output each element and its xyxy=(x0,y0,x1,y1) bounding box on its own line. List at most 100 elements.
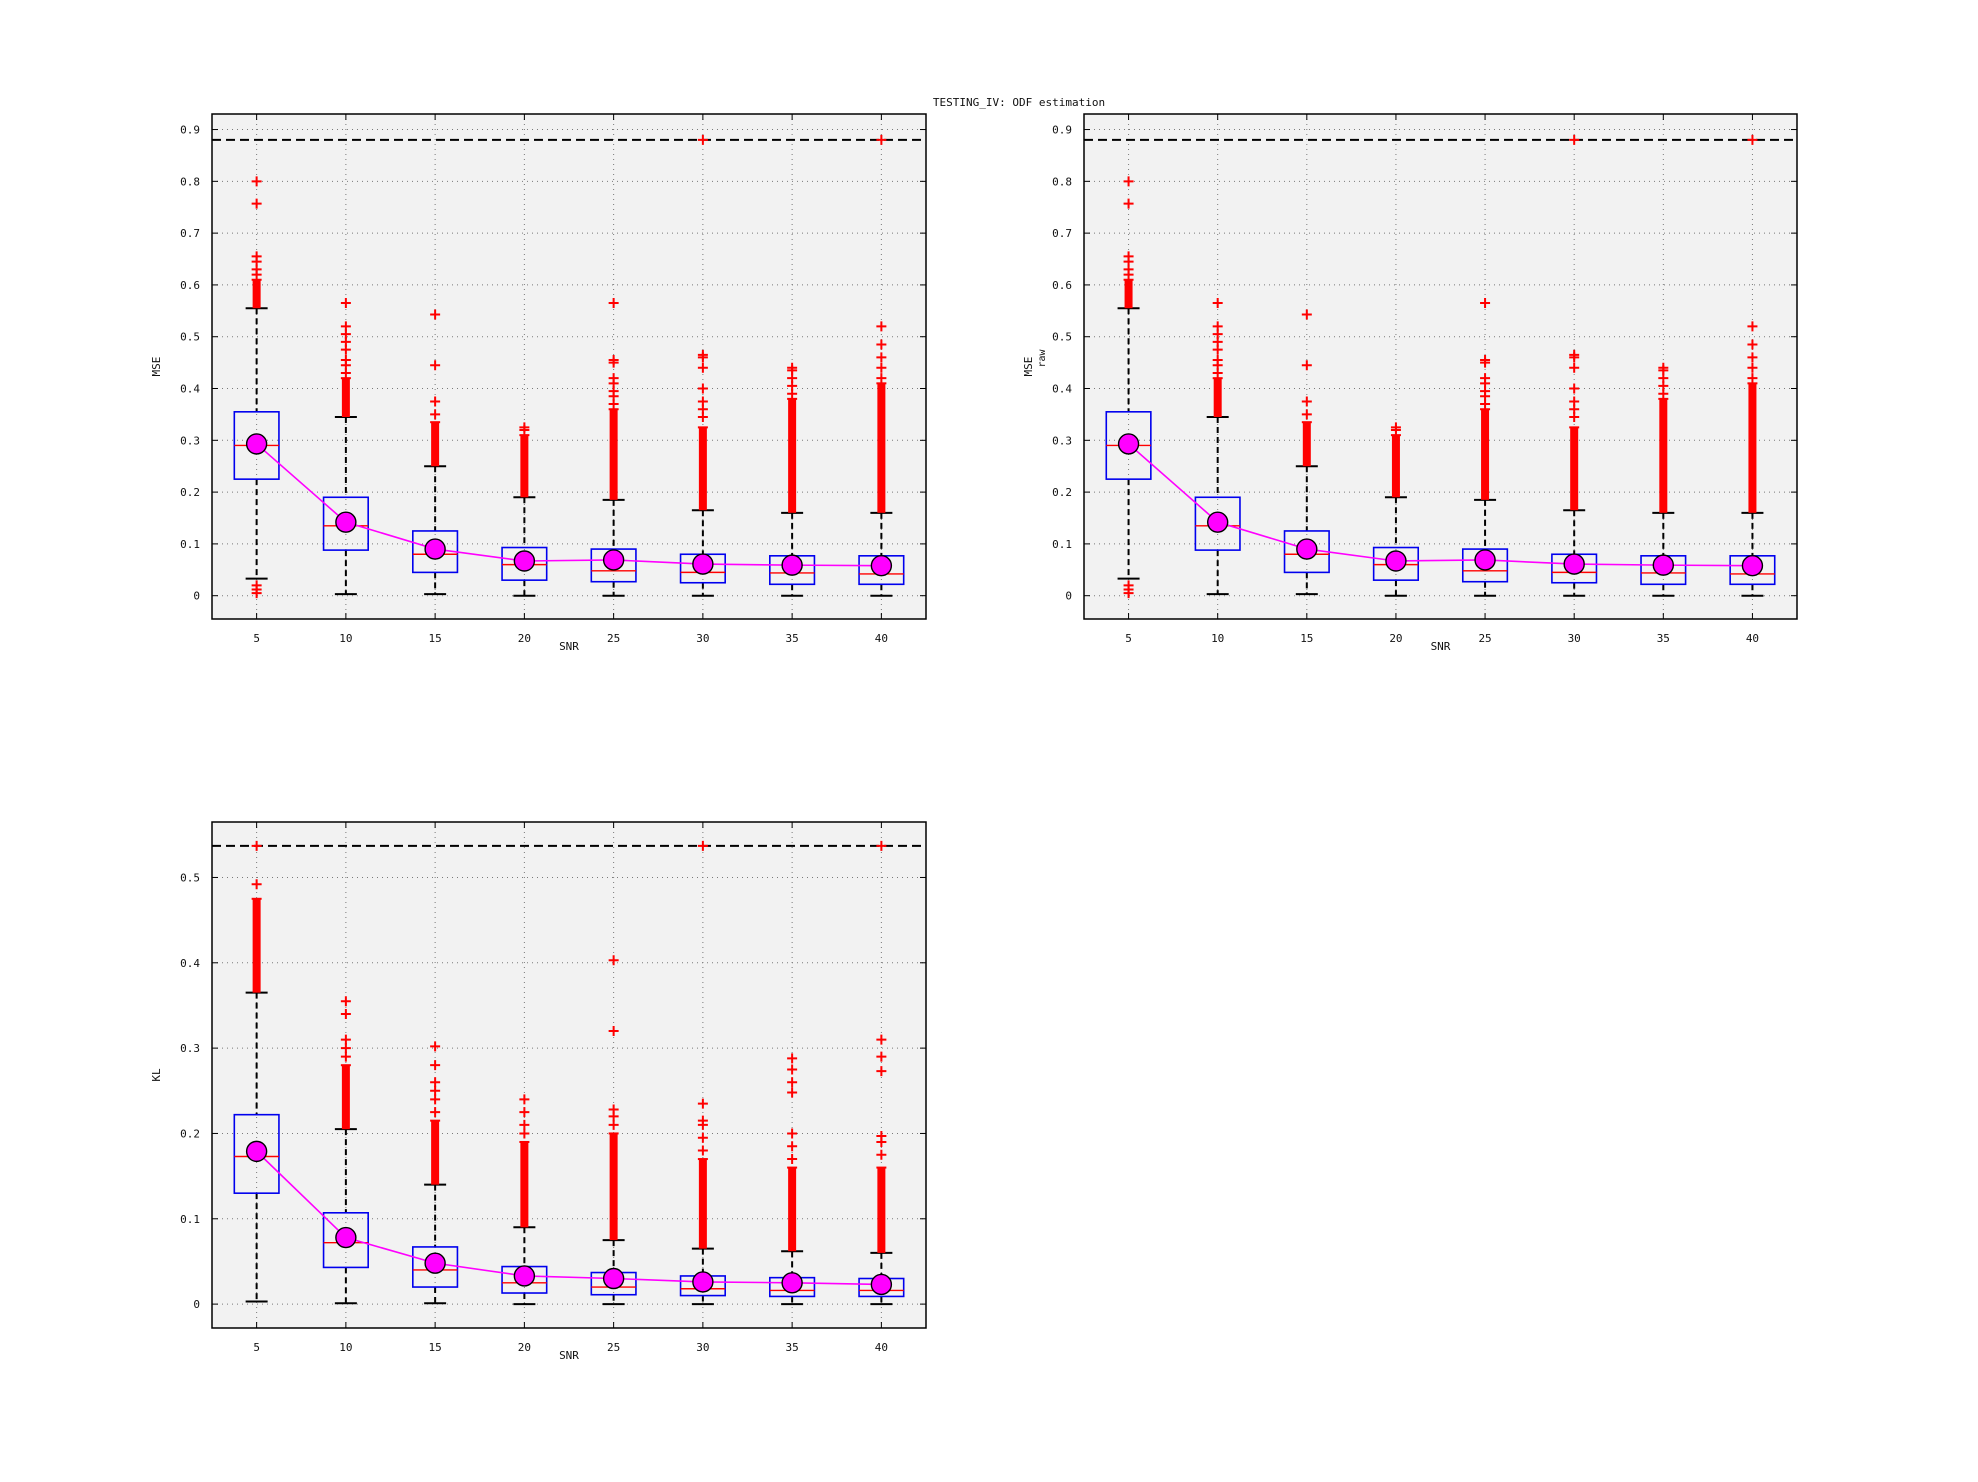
outlier-point xyxy=(1301,309,1312,320)
mean-line xyxy=(256,1150,882,1286)
box xyxy=(1461,548,1509,583)
outlier-point xyxy=(1123,580,1134,591)
outlier-point xyxy=(787,1077,798,1088)
x-tick-label: 5 xyxy=(1125,632,1132,645)
mean-marker xyxy=(602,549,625,571)
outlier-point xyxy=(430,1041,441,1052)
outlier-point xyxy=(251,840,262,851)
box xyxy=(233,1113,280,1194)
mean-marker xyxy=(424,1252,446,1274)
x-tick-label: 10 xyxy=(339,632,352,645)
outlier-cluster xyxy=(1659,398,1668,513)
outlier-point xyxy=(519,1119,530,1130)
outlier-point xyxy=(876,339,887,350)
outlier-point xyxy=(876,840,887,851)
chart-panel-1: 0 0.1 0.2 0.3 0.4 0.5 0.6 0.7 0.8 0.9 5 10 15 20 25 30 3… xyxy=(150,113,927,653)
plot-background xyxy=(212,822,926,1328)
x-tick-label: 30 xyxy=(1568,632,1581,645)
y-tick-label: 0.2 xyxy=(180,486,200,499)
mean-marker xyxy=(1117,433,1140,455)
y-tick-label: 0.3 xyxy=(1052,434,1072,447)
outlier-point xyxy=(340,1051,351,1062)
mean-marker xyxy=(1206,511,1229,533)
plot-frame xyxy=(1083,113,1798,620)
outlier-point xyxy=(697,1115,708,1126)
outlier-point xyxy=(430,309,441,320)
outlier-point xyxy=(1212,298,1223,309)
y-tick-label: 0.5 xyxy=(180,871,200,884)
x-tick-label: 35 xyxy=(786,632,799,645)
outlier-point xyxy=(1569,349,1580,360)
outlier-cluster xyxy=(609,1133,618,1241)
y-tick-label: 0.4 xyxy=(1052,383,1072,396)
box xyxy=(1372,546,1420,581)
figure-title: TESTING_IV: ODF estimation xyxy=(932,96,1106,109)
x-tick-label: 25 xyxy=(607,632,620,645)
outlier-point xyxy=(1390,422,1401,433)
outlier-point xyxy=(1747,339,1758,350)
outlier-point xyxy=(251,198,262,209)
y-axis-label-subscript: raw xyxy=(1037,348,1048,367)
outlier-point xyxy=(430,360,441,371)
outlier-point xyxy=(876,1066,887,1077)
x-tick-label: 20 xyxy=(1389,632,1402,645)
outlier-point xyxy=(876,1149,887,1160)
y-tick-label: 0.2 xyxy=(180,1127,200,1140)
outlier-point xyxy=(340,1008,351,1019)
y-tick-label: 0.7 xyxy=(1052,227,1072,240)
outlier-point xyxy=(787,1064,798,1075)
outlier-point xyxy=(697,134,708,145)
mean-marker xyxy=(245,1140,268,1163)
outlier-point xyxy=(1569,362,1580,373)
outlier-point xyxy=(608,355,619,366)
outlier-point xyxy=(697,840,708,851)
x-tick-label: 10 xyxy=(1211,632,1224,645)
mean-marker xyxy=(513,1265,536,1287)
outlier-point xyxy=(430,1094,441,1105)
y-tick-label: 0.1 xyxy=(180,538,200,551)
outlier-point xyxy=(608,1104,619,1115)
outlier-point xyxy=(519,1107,530,1118)
mean-marker xyxy=(870,554,893,577)
x-tick-label: 5 xyxy=(253,632,260,645)
outlier-point xyxy=(787,1128,798,1139)
mean-marker xyxy=(1741,554,1764,577)
outlier-point xyxy=(1301,409,1312,420)
outlier-cluster xyxy=(341,378,350,417)
outlier-point xyxy=(430,409,441,420)
outlier-point xyxy=(876,134,887,145)
plot-background xyxy=(1084,114,1797,619)
y-tick-label: 0.4 xyxy=(180,383,200,396)
outlier-cluster xyxy=(698,427,707,511)
outlier-point xyxy=(876,1131,887,1142)
x-tick-label: 35 xyxy=(786,1341,799,1354)
outlier-point xyxy=(608,955,619,966)
mean-line xyxy=(1128,443,1753,567)
x-tick-label: 15 xyxy=(429,632,442,645)
y-axis-label: MSE xyxy=(150,357,163,377)
outlier-point xyxy=(697,396,708,407)
outlier-point xyxy=(1212,321,1223,332)
y-tick-label: 0.6 xyxy=(1052,279,1072,292)
outlier-point xyxy=(608,373,619,384)
outlier-point xyxy=(1747,321,1758,332)
outlier-cluster xyxy=(788,1167,797,1252)
outlier-point xyxy=(340,1034,351,1045)
mean-marker xyxy=(602,1267,625,1290)
plot-frame xyxy=(211,821,927,1329)
outlier-point xyxy=(1301,396,1312,407)
plot-background xyxy=(212,114,926,619)
y-tick-label: 0.3 xyxy=(180,1042,200,1055)
outlier-point xyxy=(697,1132,708,1143)
y-tick-label: 0.1 xyxy=(1052,538,1072,551)
chart-panel-2: 0 0.1 0.2 0.3 0.4 0.5 0.6 0.7 0.8 0.9 5 10 15 20 25 30 3… xyxy=(1022,113,1798,653)
outlier-cluster xyxy=(1302,422,1311,467)
mean-marker xyxy=(870,1273,893,1296)
outlier-point xyxy=(251,580,262,591)
mean-line xyxy=(256,443,882,567)
outlier-cluster xyxy=(1124,279,1133,309)
x-tick-label: 10 xyxy=(339,1341,352,1354)
outlier-point xyxy=(697,349,708,360)
x-tick-label: 40 xyxy=(1746,632,1759,645)
y-tick-label: 0.2 xyxy=(1052,486,1072,499)
